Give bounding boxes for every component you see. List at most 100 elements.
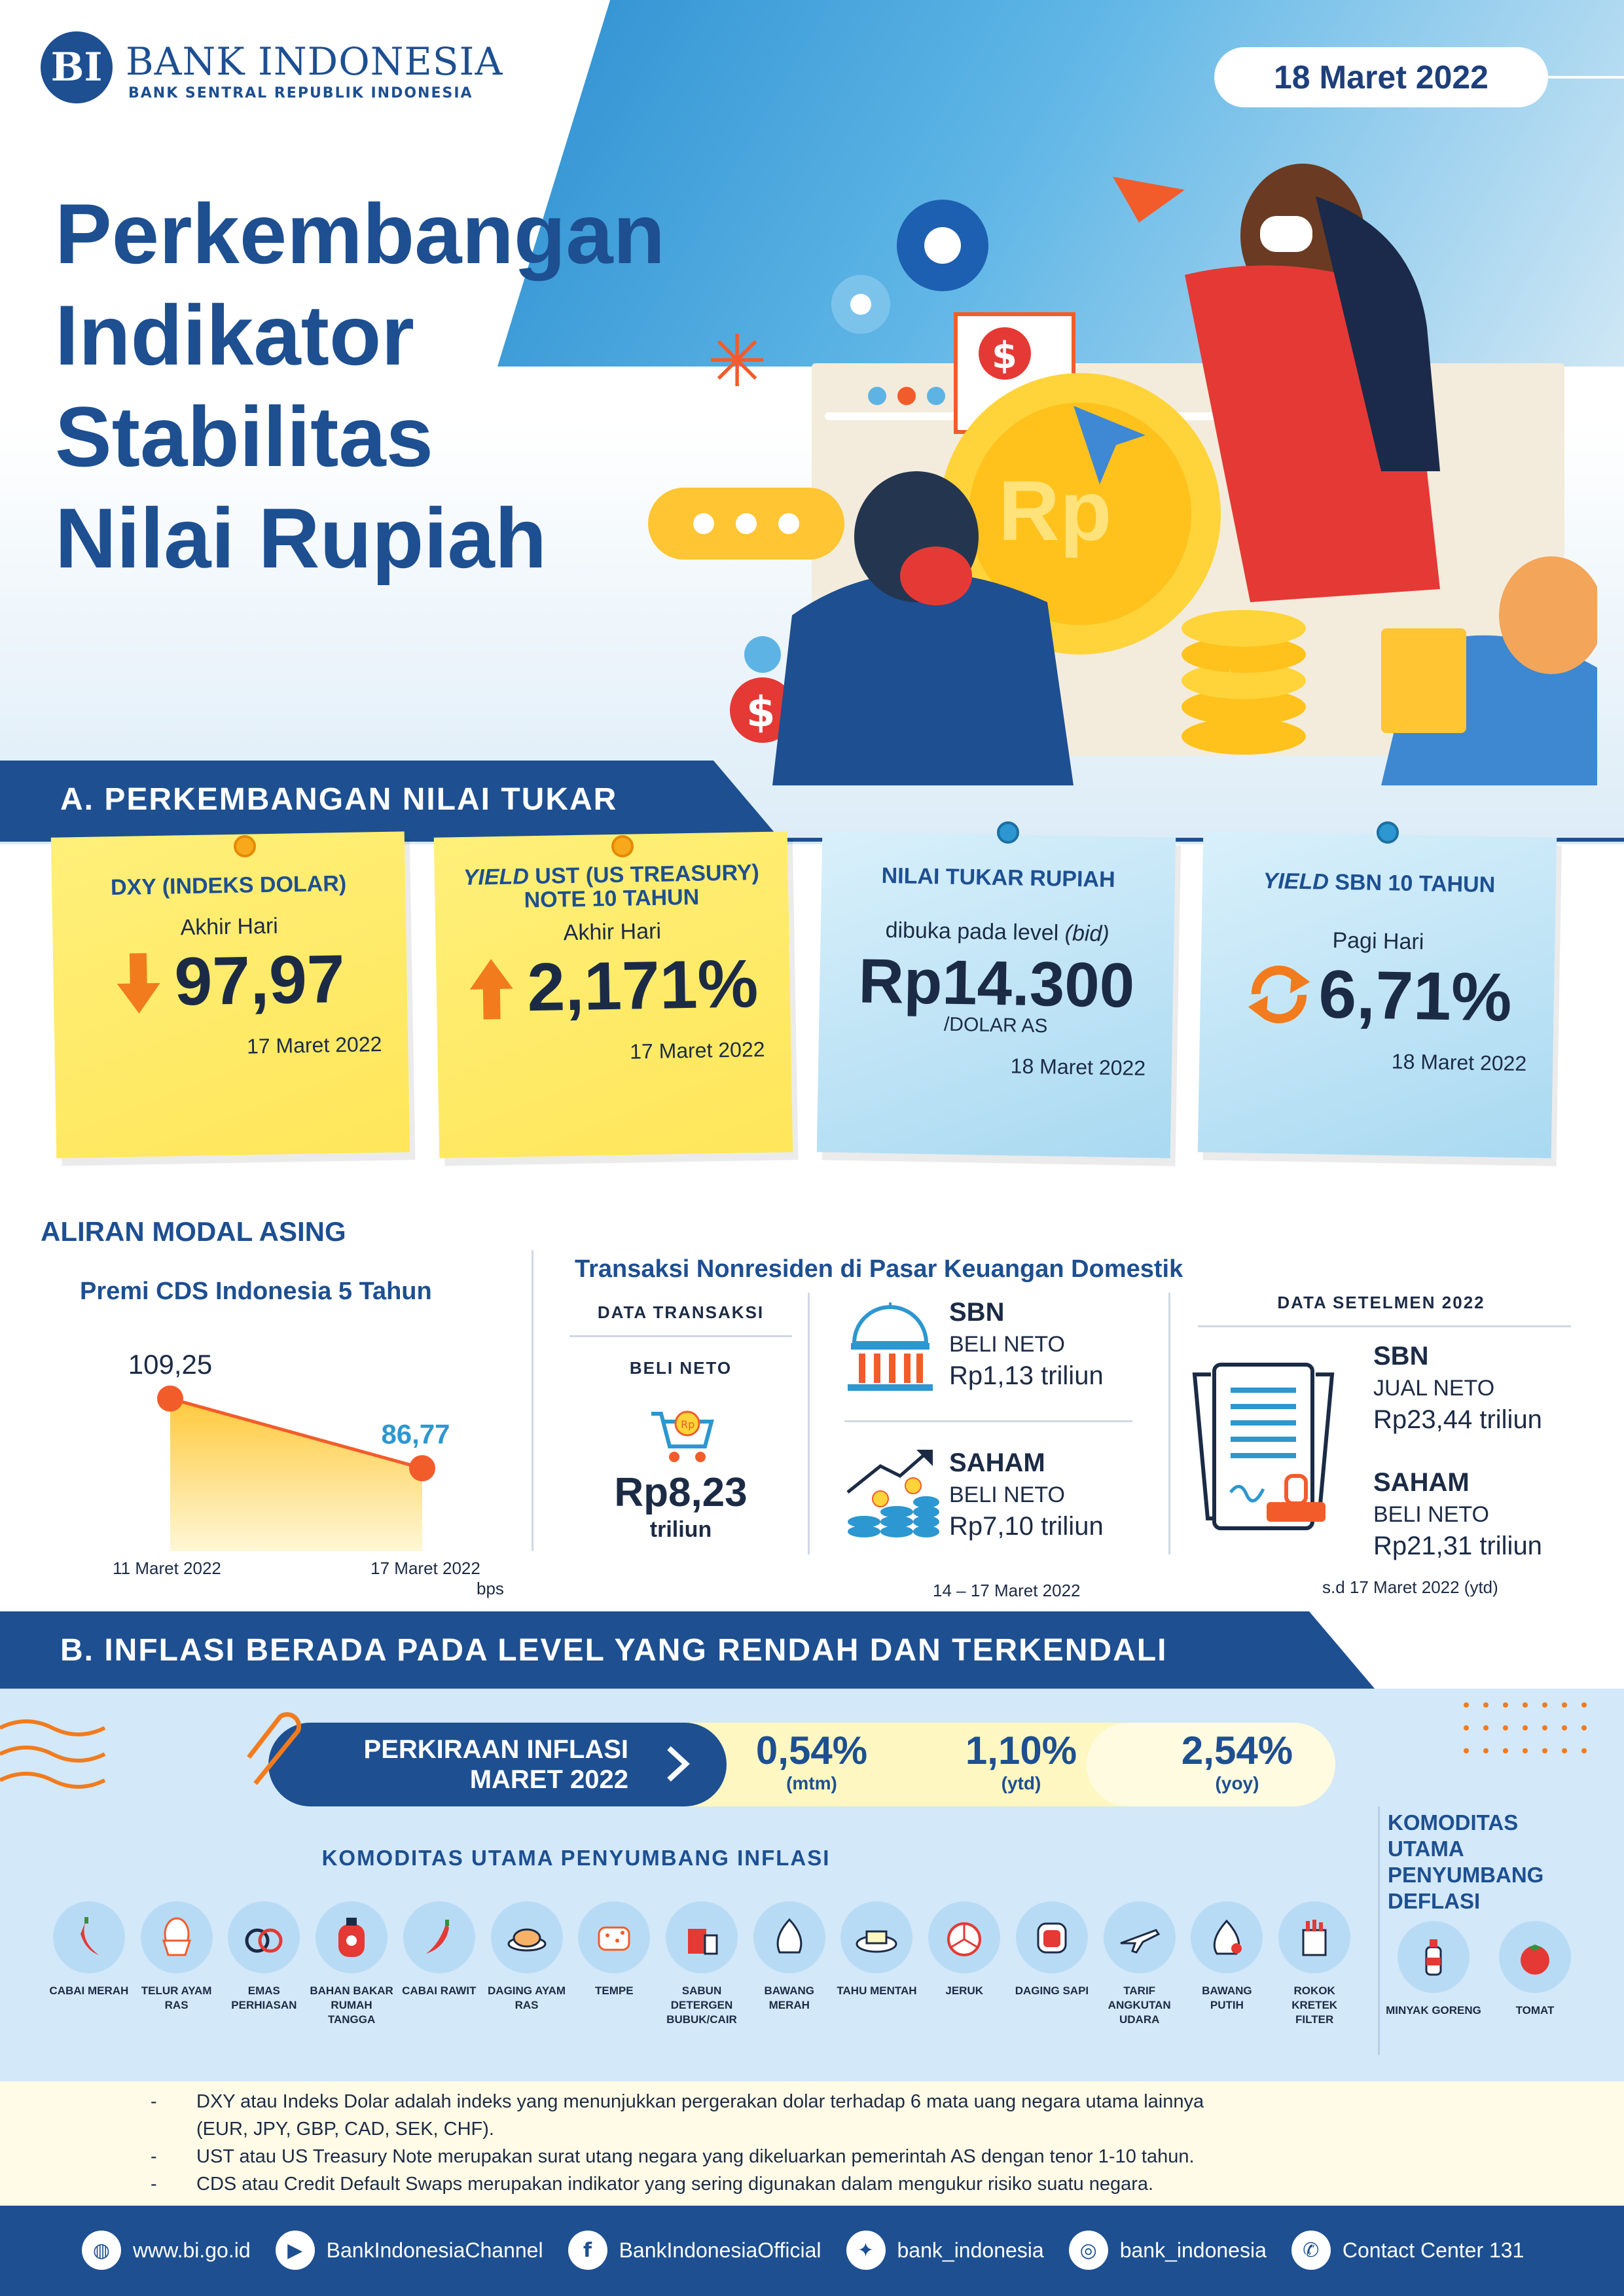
inflation-commodity-item: DAGING SAPI	[1010, 1901, 1094, 2027]
bank-name: BANK INDONESIA	[126, 39, 503, 84]
settlement-sbn-value: Rp23,44 triliun	[1373, 1405, 1542, 1434]
refresh-cycle-icon	[1248, 965, 1310, 1023]
document-stamp-icon	[1192, 1363, 1335, 1530]
inflation-commodity-item: TARIF ANGKUTAN UDARA	[1098, 1901, 1182, 2027]
card-ust-sub: Akhir Hari	[563, 918, 662, 946]
footer-link-facebook[interactable]: f BankIndonesiaOfficial	[568, 2231, 821, 2270]
stock-coins-icon	[846, 1450, 939, 1537]
footer	[0, 2206, 1624, 2296]
arrow-down-icon	[117, 952, 160, 1013]
inflation-forecast-label: PERKIRAAN INFLASI MARET 2022	[363, 1735, 628, 1794]
cds-x-label-start: 11 Maret 2022	[113, 1558, 221, 1578]
inflation-commodity-item: CABAI RAWIT	[397, 1901, 481, 2027]
svg-text:Rp: Rp	[681, 1418, 695, 1431]
note-item-continued: (EUR, JPY, GBP, CAD, SEK, CHF).	[196, 2119, 494, 2140]
inflation-commodity-item: TEMPE	[572, 1901, 656, 2027]
settlement-title: DATA SETELMEN 2022	[1277, 1293, 1485, 1312]
inflation-commodities-title: KOMODITAS UTAMA PENYUMBANG INFLASI	[321, 1846, 831, 1870]
hero-illustration: ✳ $ $ Rp ✦	[648, 164, 1597, 785]
svg-text:$: $	[746, 689, 776, 737]
airplane-icon	[1120, 1929, 1160, 1954]
pushpin-icon	[997, 821, 1019, 844]
pushpin-icon	[1377, 821, 1399, 844]
cds-title: Premi CDS Indonesia 5 Tahun	[80, 1278, 432, 1305]
wave-decoration-icon	[0, 1719, 106, 1789]
man-figure	[772, 572, 1074, 785]
chicken-icon	[507, 1928, 547, 1952]
cds-value-label-start: 109,25	[128, 1349, 212, 1380]
cds-unit: bps	[477, 1579, 504, 1598]
cds-point-start	[157, 1385, 183, 1412]
oil-bottle-icon	[1425, 1939, 1442, 1976]
card-rupiah: NILAI TUKAR RUPIAH dibuka pada level (bi…	[816, 831, 1176, 1158]
youtube-icon: ▶	[275, 2231, 315, 2270]
inflation-commodity-item: JERUK	[922, 1901, 1006, 2027]
inflation-commodity-item: DAGING AYAM RAS	[485, 1901, 569, 2027]
nonresident-title: Transaksi Nonresiden di Pasar Keuangan D…	[575, 1255, 1183, 1283]
note-item: - UST atau US Treasury Note merupakan sur…	[151, 2146, 1195, 2167]
deflation-commodities-title: KOMODITAS UTAMA PENYUMBANG DEFLASI	[1388, 1810, 1544, 1913]
bank-subtitle: BANK SENTRAL REPUBLIK INDONESIA	[128, 85, 473, 101]
inflation-commodity-list: CABAI MERAH TELUR AYAM RAS EMAS PERHIASA…	[47, 1901, 1356, 2027]
ring-icon	[245, 1928, 283, 1953]
footer-link-instagram[interactable]: ◎ bank_indonesia	[1068, 2231, 1267, 2270]
inflation-commodity-item: BAWANG MERAH	[748, 1901, 831, 2027]
beef-icon	[1037, 1922, 1067, 1954]
garlic-icon	[1214, 1919, 1242, 1955]
dollar-coin-icon	[730, 677, 795, 743]
footer-link-website[interactable]: ◍ www.bi.go.id	[82, 2231, 251, 2270]
note-item: - CDS atau Credit Default Swaps merupakan…	[151, 2174, 1154, 2195]
card-dxy-date: 17 Maret 2022	[246, 1031, 382, 1058]
card-rupiah-sub: dibuka pada level (bid)	[885, 918, 1110, 946]
cds-chart: 109,25 86,77 11 Maret 2022 17 Maret 2022	[113, 1349, 480, 1578]
card-rupiah-title: NILAI TUKAR RUPIAH	[881, 863, 1115, 893]
page-title-line-4: Nilai Rupiah	[55, 490, 547, 586]
cursor-icon	[1074, 406, 1146, 484]
settlement-sbn-type: JUAL NETO	[1373, 1376, 1495, 1401]
cds-x-label-end: 17 Maret 2022	[370, 1558, 480, 1578]
card-sbn-date: 18 Maret 2022	[1391, 1049, 1527, 1075]
pushpin-icon	[234, 835, 256, 857]
settlement-sbn-label: SBN	[1373, 1342, 1429, 1371]
card-ust-value: 2,171%	[526, 946, 759, 1026]
inflation-commodity-item: TELUR AYAM RAS	[135, 1901, 219, 2027]
footer-link-youtube[interactable]: ▶ BankIndonesiaChannel	[275, 2231, 543, 2270]
inflation-forecast-label-box	[268, 1723, 727, 1806]
divider	[569, 1335, 792, 1337]
date-divider	[1548, 76, 1624, 79]
divider	[844, 1420, 1132, 1422]
clipboard-icon	[1381, 628, 1466, 733]
divider	[1378, 1806, 1380, 2055]
orange-icon	[947, 1922, 982, 1956]
inflation-commodity-item: BAWANG PUTIH	[1185, 1901, 1269, 2027]
cds-point-end	[409, 1455, 435, 1482]
section-b-heading: B. INFLASI BERADA PADA LEVEL YANG RENDAH…	[0, 1611, 1375, 1689]
inflation-commodity-item: SABUN DETERGEN BUBUK/CAIR	[660, 1901, 744, 2027]
shallot-icon	[776, 1918, 803, 1954]
footer-link-twitter[interactable]: ✦ bank_indonesia	[846, 2231, 1044, 2270]
section-a-rule	[0, 838, 1624, 842]
paper-plane-icon	[1113, 177, 1185, 223]
page-title-line-1: Perkembangan	[55, 186, 666, 281]
government-building-icon	[848, 1302, 933, 1391]
settlement-period: s.d 17 Maret 2022 (ytd)	[1322, 1577, 1498, 1597]
page-title-line-2: Indikator	[55, 287, 414, 383]
svg-text:$: $	[992, 334, 1017, 377]
inflation-ytd: 1,10% (ytd)	[965, 1729, 1077, 1793]
cds-value-label-end: 86,77	[381, 1418, 450, 1449]
notes-panel	[0, 2081, 1624, 2206]
small-chili-icon	[425, 1920, 449, 1954]
paperclip-icon	[247, 1712, 302, 1785]
footer-link-contact[interactable]: ✆ Contact Center 131	[1291, 2231, 1524, 2270]
divider	[1168, 1293, 1170, 1554]
card-dxy-title: DXY (INDEKS DOLAR)	[110, 870, 347, 901]
deflation-commodity-item: TOMAT	[1496, 1921, 1574, 2018]
card-sbn-sub: Pagi Hari	[1332, 927, 1424, 955]
nonresident-sbn-type: BELI NETO	[949, 1332, 1065, 1357]
footer-links: ◍ www.bi.go.id ▶ BankIndonesiaChannel f Ban…	[82, 2231, 1524, 2270]
nonresident-saham-type: BELI NETO	[949, 1482, 1065, 1507]
phone-icon: ✆	[1291, 2231, 1331, 2270]
nonresident-period: 14 – 17 Maret 2022	[933, 1581, 1081, 1600]
card-dxy-value: 97,97	[173, 941, 346, 1020]
publication-date: 18 Maret 2022	[1214, 47, 1548, 107]
